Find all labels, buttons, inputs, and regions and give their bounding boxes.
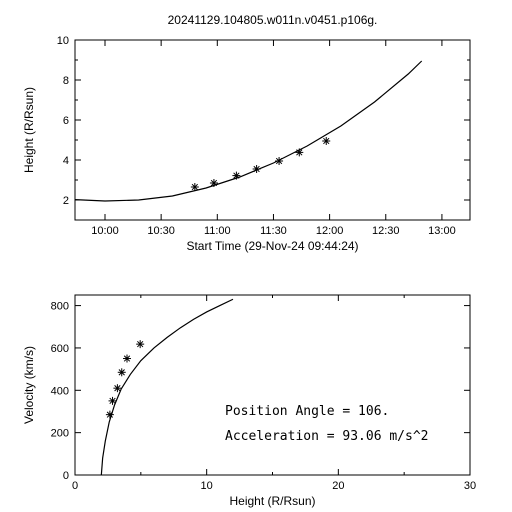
y-tick-label: 0 <box>63 470 69 482</box>
annotation: Position Angle = 106. <box>225 404 389 419</box>
y-axis-label: Velocity (km/s) <box>22 346 36 424</box>
y-tick-label: 2 <box>63 195 69 207</box>
data-marker <box>210 179 218 187</box>
x-tick-label: 12:00 <box>316 225 344 237</box>
chart-title: 20241129.104805.w011n.v0451.p106g. <box>168 13 378 27</box>
data-marker <box>136 340 144 348</box>
y-tick-label: 4 <box>63 155 69 167</box>
x-tick-label: 10:00 <box>91 225 119 237</box>
data-marker <box>106 411 114 419</box>
x-tick-label: 10 <box>201 480 213 492</box>
data-marker <box>118 368 126 376</box>
y-tick-label: 8 <box>63 75 69 87</box>
fit-curve <box>75 61 422 201</box>
y-tick-label: 200 <box>51 428 69 440</box>
y-tick-label: 800 <box>51 301 69 313</box>
data-marker <box>322 137 330 145</box>
y-tick-label: 6 <box>63 115 69 127</box>
x-tick-label: 0 <box>72 480 78 492</box>
x-tick-label: 11:00 <box>204 225 231 237</box>
y-axis-label: Height (R/Rsun) <box>22 87 36 173</box>
y-tick-label: 10 <box>57 35 69 47</box>
x-tick-label: 20 <box>332 480 344 492</box>
x-tick-label: 30 <box>464 480 476 492</box>
x-axis-label: Height (R/Rsun) <box>229 494 315 508</box>
x-tick-label: 10:30 <box>147 225 175 237</box>
fit-curve <box>101 299 233 475</box>
annotation: Acceleration = 93.06 m/s^2 <box>225 429 429 444</box>
data-marker <box>295 148 303 156</box>
data-marker <box>123 355 131 363</box>
y-tick-label: 600 <box>51 343 69 355</box>
x-tick-label: 13:00 <box>428 225 456 237</box>
x-tick-label: 11:30 <box>260 225 287 237</box>
data-marker <box>275 157 283 165</box>
y-tick-label: 400 <box>51 385 69 397</box>
data-marker <box>253 165 261 173</box>
x-axis-label: Start Time (29-Nov-24 09:44:24) <box>186 239 358 253</box>
x-tick-label: 12:30 <box>372 225 400 237</box>
data-marker <box>191 183 199 191</box>
